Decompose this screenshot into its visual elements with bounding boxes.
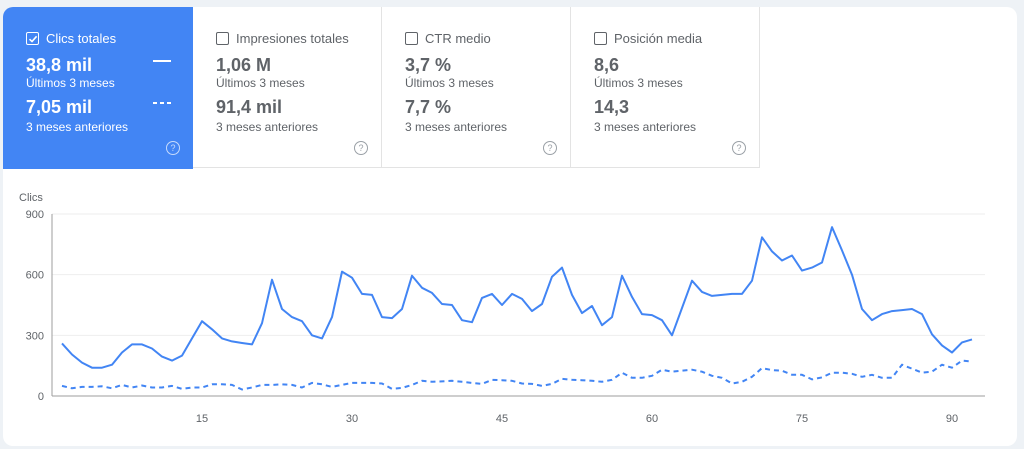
previous-value: 91,4 mil	[216, 97, 283, 117]
tile-header: CTR medio	[405, 31, 491, 46]
previous-period-line	[61, 359, 973, 391]
clicks-line-chart[interactable]: Clics 0 300 600 900 15 30 45 60 75 90	[3, 7, 1017, 446]
previous-period-label: 3 meses anteriores	[594, 120, 697, 134]
tile-header: Posición media	[594, 31, 702, 46]
previous-period-label: 3 meses anteriores	[405, 120, 508, 134]
checkbox-unchecked-icon[interactable]	[594, 32, 607, 45]
x-tick-label: 60	[646, 413, 658, 425]
tile-label: Posición media	[614, 31, 703, 46]
current-value: 3,7 %	[405, 55, 452, 75]
current-period-label: Últimos 3 meses	[216, 76, 305, 90]
x-tick-label: 75	[796, 413, 808, 425]
x-tick-label: 90	[946, 413, 958, 425]
current-period-line	[61, 226, 973, 369]
y-tick-label: 0	[38, 391, 44, 403]
previous-period-label: 3 meses anteriores	[26, 120, 129, 134]
tile-label: Impresiones totales	[236, 31, 349, 46]
tile-label: CTR medio	[425, 31, 491, 46]
previous-value: 7,7 %	[405, 97, 452, 117]
help-icon[interactable]: ?	[543, 141, 557, 155]
checkbox-unchecked-icon[interactable]	[216, 32, 229, 45]
current-value: 38,8 mil	[26, 55, 93, 75]
y-tick-label: 900	[26, 209, 44, 221]
current-value: 1,06 M	[216, 55, 272, 75]
x-tick-label: 30	[346, 413, 358, 425]
current-value: 8,6	[594, 55, 620, 75]
previous-value: 7,05 mil	[26, 97, 93, 117]
help-icon[interactable]: ?	[354, 141, 368, 155]
y-axis-title: Clics	[19, 192, 43, 204]
tile-header: Impresiones totales	[216, 31, 349, 46]
checkbox-unchecked-icon[interactable]	[405, 32, 418, 45]
previous-value: 14,3	[594, 97, 630, 117]
y-tick-label: 600	[26, 270, 44, 282]
performance-card: Clics totales 38,8 mil Últimos 3 meses 7…	[3, 7, 1017, 446]
current-period-label: Últimos 3 meses	[405, 76, 494, 90]
solid-line-legend-icon	[153, 60, 171, 62]
tile-average-position[interactable]: Posición media 8,6 Últimos 3 meses 14,3 …	[571, 7, 760, 168]
help-icon[interactable]: ?	[166, 141, 180, 155]
tile-average-ctr[interactable]: CTR medio 3,7 % Últimos 3 meses 7,7 % 3 …	[382, 7, 571, 168]
tile-total-impressions[interactable]: Impresiones totales 1,06 M Últimos 3 mes…	[193, 7, 382, 168]
x-tick-label: 15	[196, 413, 208, 425]
help-icon[interactable]: ?	[732, 141, 746, 155]
y-tick-label: 300	[26, 330, 44, 342]
tile-header: Clics totales	[26, 31, 116, 46]
metric-tiles: Clics totales 38,8 mil Últimos 3 meses 7…	[3, 7, 760, 169]
tile-total-clicks[interactable]: Clics totales 38,8 mil Últimos 3 meses 7…	[3, 7, 193, 169]
checkbox-checked-icon[interactable]	[26, 32, 39, 45]
x-tick-label: 45	[496, 413, 508, 425]
dashed-line-legend-icon	[153, 102, 171, 104]
current-period-label: Últimos 3 meses	[594, 76, 683, 90]
current-period-label: Últimos 3 meses	[26, 76, 115, 90]
previous-period-label: 3 meses anteriores	[216, 120, 319, 134]
tile-label: Clics totales	[46, 31, 117, 46]
